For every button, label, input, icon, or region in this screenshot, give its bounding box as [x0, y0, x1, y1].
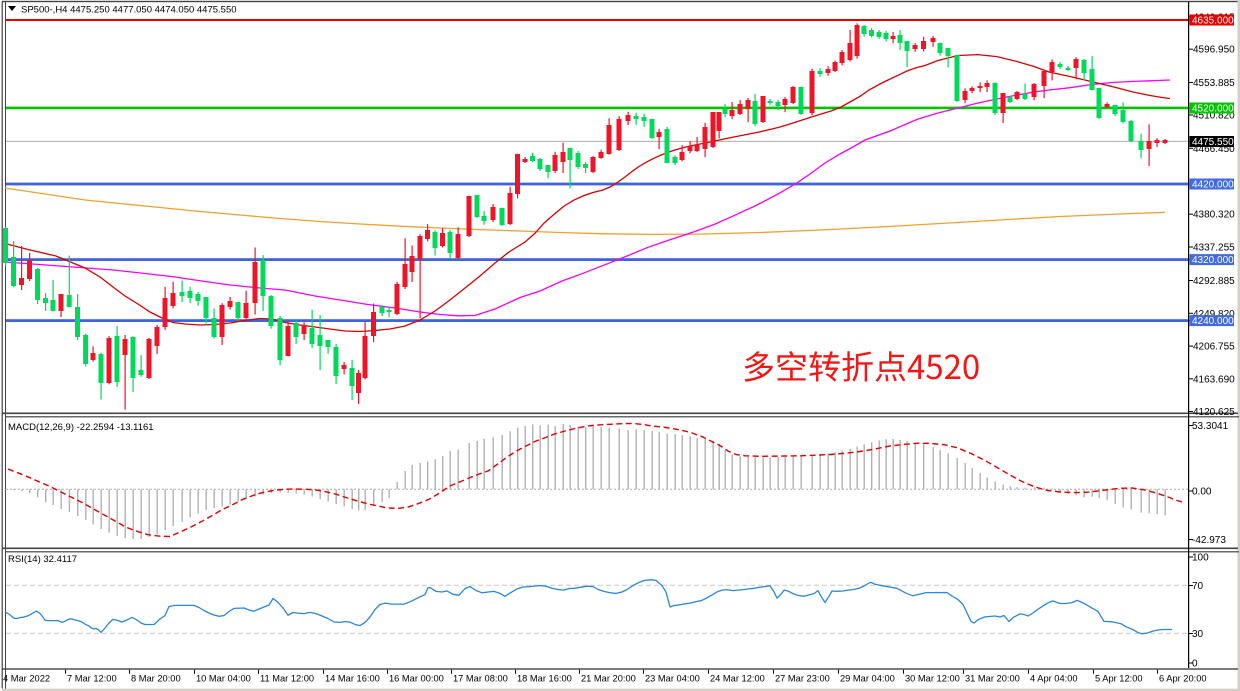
svg-text:RSI(14) 32.4117: RSI(14) 32.4117 — [8, 554, 77, 565]
svg-text:100: 100 — [1192, 553, 1209, 564]
svg-text:4292.885: 4292.885 — [1193, 276, 1235, 287]
svg-text:MACD(12,26,9) -22.2594 -13.116: MACD(12,26,9) -22.2594 -13.1161 — [8, 422, 154, 433]
svg-text:5 Apr 12:00: 5 Apr 12:00 — [1095, 674, 1143, 684]
svg-text:30 Mar 12:00: 30 Mar 12:00 — [905, 674, 960, 684]
svg-text:4635.000: 4635.000 — [1192, 16, 1234, 27]
svg-text:0.00: 0.00 — [1192, 487, 1212, 498]
svg-text:27 Mar 23:00: 27 Mar 23:00 — [775, 674, 830, 684]
svg-text:70: 70 — [1192, 581, 1204, 592]
svg-text:4420.000: 4420.000 — [1192, 180, 1234, 191]
svg-text:16 Mar 00:00: 16 Mar 00:00 — [389, 674, 444, 684]
svg-text:11 Mar 12:00: 11 Mar 12:00 — [260, 674, 314, 684]
svg-text:4206.755: 4206.755 — [1193, 342, 1235, 353]
svg-text:17 Mar 08:00: 17 Mar 08:00 — [453, 674, 508, 684]
svg-text:4553.885: 4553.885 — [1193, 78, 1235, 89]
svg-text:4163.690: 4163.690 — [1193, 374, 1235, 385]
svg-text:4510.820: 4510.820 — [1193, 111, 1235, 122]
svg-text:14 Mar 16:00: 14 Mar 16:00 — [325, 674, 380, 684]
svg-text:4475.550: 4475.550 — [1192, 137, 1234, 148]
svg-text:0: 0 — [1192, 659, 1198, 670]
svg-text:6 Apr 20:00: 6 Apr 20:00 — [1159, 674, 1207, 684]
svg-text:30: 30 — [1192, 629, 1204, 640]
svg-text:31 Mar 20:00: 31 Mar 20:00 — [965, 674, 1020, 684]
svg-text:SP500-,H4 4475.250 4477.050 4: SP500-,H4 4475.250 4477.050 4474.050 447… — [21, 5, 237, 16]
svg-text:10 Mar 04:00: 10 Mar 04:00 — [196, 674, 251, 684]
svg-text:-42.973: -42.973 — [1192, 535, 1226, 546]
svg-text:4249.820: 4249.820 — [1193, 309, 1235, 320]
svg-text:8 Mar 20:00: 8 Mar 20:00 — [131, 674, 181, 684]
svg-text:4337.255: 4337.255 — [1193, 243, 1235, 254]
svg-text:18 Mar 16:00: 18 Mar 16:00 — [517, 674, 572, 684]
svg-text:4466.450: 4466.450 — [1193, 144, 1235, 155]
svg-text:4596.950: 4596.950 — [1193, 45, 1235, 56]
svg-text:4380.320: 4380.320 — [1193, 210, 1235, 221]
svg-text:4 Mar 2022: 4 Mar 2022 — [3, 674, 50, 684]
svg-text:24 Mar 12:00: 24 Mar 12:00 — [710, 674, 765, 684]
svg-text:53.3041: 53.3041 — [1192, 421, 1229, 432]
svg-text:29 Mar 04:00: 29 Mar 04:00 — [840, 674, 895, 684]
svg-text:23 Mar 04:00: 23 Mar 04:00 — [645, 674, 700, 684]
svg-text:21 Mar 20:00: 21 Mar 20:00 — [581, 674, 636, 684]
svg-text:4520.000: 4520.000 — [1192, 104, 1234, 115]
svg-text:7 Mar 12:00: 7 Mar 12:00 — [67, 674, 117, 684]
svg-text:4 Apr 04:00: 4 Apr 04:00 — [1030, 674, 1078, 684]
svg-text:4240.000: 4240.000 — [1192, 316, 1234, 327]
svg-text:4120.625: 4120.625 — [1193, 407, 1235, 418]
svg-text:4320.000: 4320.000 — [1192, 255, 1234, 266]
